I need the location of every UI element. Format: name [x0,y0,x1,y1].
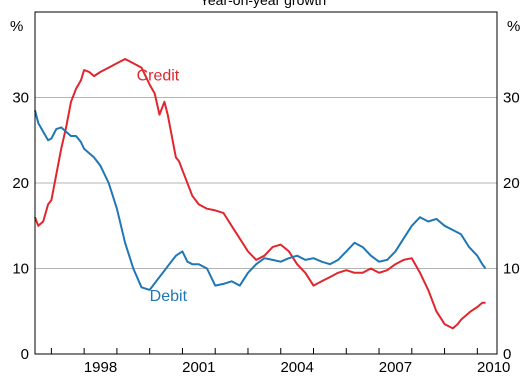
y-tick-label-left: 10 [12,261,29,278]
x-tick-label: 2007 [379,359,412,376]
y-tick-label-right: 10 [503,261,520,278]
y-unit-right: % [507,18,520,35]
y-tick-label-right: 20 [503,175,520,192]
chart-subtitle: Year-on-year growth [200,0,326,8]
series-label-credit: Credit [137,67,180,84]
axes: 0 0 10 10 20 20 30 30 1998 2001 2004 2007 2010 [12,90,519,377]
series-line-credit [34,58,486,330]
y-tick-label-left: 0 [21,346,29,363]
y-tick-label-left: 20 [12,175,29,192]
series-layer [34,58,487,330]
x-tick-label: 2004 [280,359,313,376]
x-tick-label: 1998 [84,359,117,376]
y-unit-left: % [10,18,23,35]
y-tick-label-right: 30 [503,90,520,107]
y-tick-label-left: 30 [12,90,29,107]
series-labels: Credit Debit [137,67,188,305]
x-tick-label: 2010 [477,359,510,376]
x-tick-label: 2001 [182,359,215,376]
grid [35,97,497,269]
series-label-debit: Debit [150,288,188,305]
plot-frame [34,11,498,355]
y-tick-label-right: 0 [503,346,511,363]
series-line-debit [34,110,487,291]
